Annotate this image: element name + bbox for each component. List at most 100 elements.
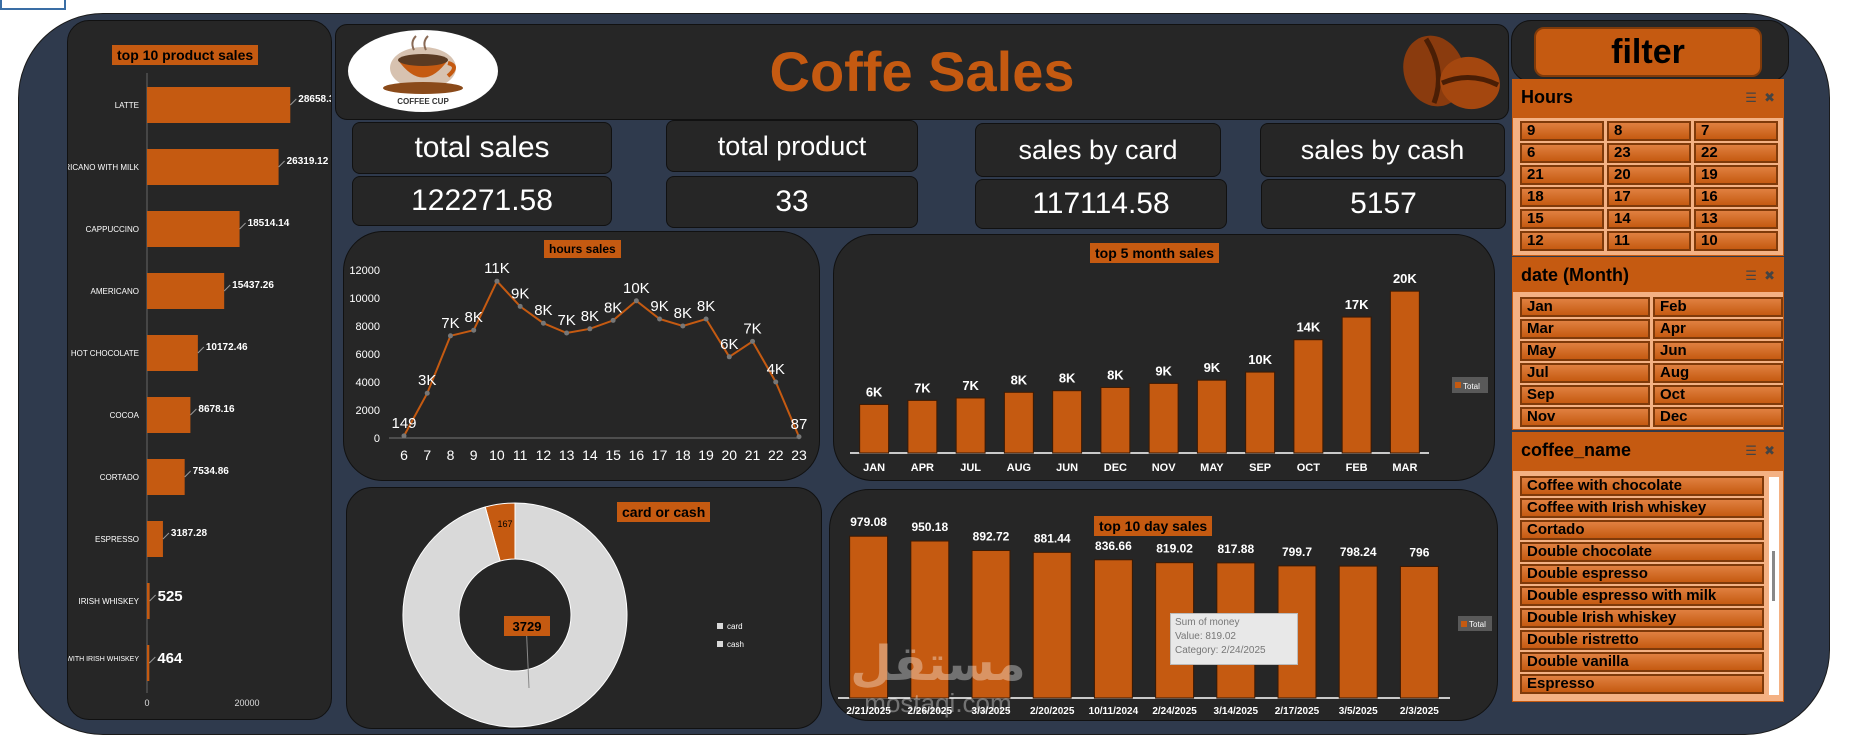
month-sales-chart: 6K JAN 7K APR 7K JUL 8K AUG 8K JUN 8K DEC 9K NOV 9K MAY… — [850, 271, 1488, 474]
day-sales-title: top 10 day sales — [1094, 516, 1213, 536]
coffee-option[interactable]: Double vanilla — [1520, 652, 1764, 672]
data-point — [773, 379, 779, 385]
category-label: LATTE — [115, 101, 139, 110]
hour-option[interactable]: 10 — [1694, 231, 1778, 251]
card-or-cash-chart: 167 3729 card cash — [402, 502, 744, 728]
coffee-option[interactable]: Double Irish whiskey — [1520, 608, 1764, 628]
data-label: 6K — [866, 384, 883, 399]
month-slicer[interactable]: date (Month) ☰ ✖ Jan Feb Mar Apr May Jun Jul Au… — [1512, 257, 1784, 430]
month-option[interactable]: Apr — [1653, 319, 1783, 339]
month-option[interactable]: Feb — [1653, 297, 1783, 317]
hour-option[interactable]: 18 — [1520, 187, 1604, 207]
x-tick-label: 3/14/2025 — [1214, 706, 1259, 717]
multi-select-icon[interactable]: ☰ — [1745, 443, 1757, 458]
bar — [907, 399, 938, 454]
data-point — [540, 320, 546, 326]
hour-option[interactable]: 8 — [1607, 121, 1691, 141]
month-option[interactable]: Oct — [1653, 385, 1783, 405]
coffee-option[interactable]: Coffee with Irish whiskey — [1520, 498, 1764, 518]
hour-option[interactable]: 21 — [1520, 165, 1604, 185]
month-option[interactable]: Jan — [1520, 297, 1650, 317]
top10-products-chart: LATTE 28658.3 AMERICANO WITH MILK 26319.12 C… — [68, 73, 331, 708]
x-tick-label: 2/20/2025 — [1030, 706, 1075, 717]
month-option[interactable]: Dec — [1653, 407, 1783, 427]
x-tick-label: APR — [911, 462, 934, 474]
hour-option[interactable]: 13 — [1694, 209, 1778, 229]
clear-filter-icon[interactable]: ✖ — [1764, 443, 1775, 458]
data-label: 15437.26 — [232, 280, 274, 291]
coffee-option[interactable]: Espresso — [1520, 674, 1764, 694]
month-option[interactable]: Jul — [1520, 363, 1650, 383]
multi-select-icon[interactable]: ☰ — [1745, 268, 1757, 283]
coffee-option[interactable]: Coffee with chocolate — [1520, 476, 1764, 496]
clear-filter-icon[interactable]: ✖ — [1764, 268, 1775, 283]
coffee-option[interactable]: Double espresso — [1520, 564, 1764, 584]
bar — [147, 149, 279, 185]
hours-sales-panel[interactable]: hours sales 0 2000 4000 6000 8000 10000 12000 1… — [343, 231, 820, 481]
data-label: 7K — [914, 380, 931, 395]
hour-option[interactable]: 9 — [1520, 121, 1604, 141]
coffee-option[interactable]: Double chocolate — [1520, 542, 1764, 562]
x-tick-label: 3/3/2025 — [972, 706, 1011, 717]
month-sales-panel[interactable]: top 5 month sales 6K JAN 7K APR 7K JUL 8K AUG 8K… — [833, 234, 1495, 481]
month-option[interactable]: May — [1520, 341, 1650, 361]
data-point — [610, 317, 616, 323]
data-label: 87 — [791, 416, 808, 433]
month-option[interactable]: Jun — [1653, 341, 1783, 361]
leader-line — [149, 594, 156, 602]
hour-option[interactable]: 6 — [1520, 143, 1604, 163]
scrollbar-thumb[interactable] — [1772, 551, 1775, 601]
hour-option[interactable]: 23 — [1607, 143, 1691, 163]
x-tick-label: FEB — [1346, 462, 1368, 474]
hour-option[interactable]: 12 — [1520, 231, 1604, 251]
leader-line — [289, 98, 297, 106]
month-option[interactable]: Nov — [1520, 407, 1650, 427]
data-label: 149 — [391, 415, 416, 432]
coffee-option[interactable]: Double ristretto — [1520, 630, 1764, 650]
hour-option[interactable]: 14 — [1607, 209, 1691, 229]
multi-select-icon[interactable]: ☰ — [1745, 90, 1757, 105]
bar — [147, 645, 150, 681]
coffee-slicer-scrollbar[interactable] — [1769, 477, 1779, 695]
month-option[interactable]: Aug — [1653, 363, 1783, 383]
y-tick-label: 4000 — [356, 377, 380, 389]
data-label: 979.08 — [850, 515, 887, 529]
x-tick-label: 3/5/2025 — [1339, 706, 1378, 717]
month-option[interactable]: Mar — [1520, 319, 1650, 339]
x-tick-label: 20000 — [234, 698, 259, 708]
hour-option[interactable]: 20 — [1607, 165, 1691, 185]
coffee-option[interactable]: Cortado — [1520, 520, 1764, 540]
card-or-cash-panel[interactable]: card or cash 167 3729 card cash — [346, 487, 822, 729]
bar — [1032, 551, 1072, 699]
top10-products-panel[interactable]: top 10 product sales LATTE 28658.3 AMERICA… — [67, 20, 332, 720]
hour-option[interactable]: 7 — [1694, 121, 1778, 141]
data-label: 8K — [604, 299, 622, 316]
category-label: AMERICANO — [91, 287, 139, 296]
day-sales-panel[interactable]: top 10 day sales 979.08 2/21/2025 950.18 2/… — [829, 489, 1498, 721]
hour-option[interactable]: 15 — [1520, 209, 1604, 229]
hour-option[interactable]: 19 — [1694, 165, 1778, 185]
hours-slicer[interactable]: Hours ☰ ✖ 9 8 7 6 23 22 21 20 19 18 17 16 15 14 13 12 11… — [1512, 79, 1784, 256]
x-tick-label: 8 — [447, 447, 455, 463]
data-point — [680, 323, 686, 329]
coffee-slicer[interactable]: coffee_name ☰ ✖ Coffee with chocolate Cof… — [1512, 432, 1784, 702]
card-or-cash-title: card or cash — [617, 502, 711, 522]
row-number-gutter — [0, 0, 10, 747]
hour-option[interactable]: 17 — [1607, 187, 1691, 207]
month-option[interactable]: Sep — [1520, 385, 1650, 405]
leader-line — [190, 408, 197, 416]
selected-cell[interactable] — [0, 0, 66, 10]
hour-option[interactable]: 11 — [1607, 231, 1691, 251]
data-label: 20K — [1393, 271, 1417, 286]
bar — [1389, 290, 1420, 454]
hour-option[interactable]: 16 — [1694, 187, 1778, 207]
x-tick-label: 19 — [698, 447, 714, 463]
clear-filter-icon[interactable]: ✖ — [1764, 90, 1775, 105]
hour-option[interactable]: 22 — [1694, 143, 1778, 163]
coffee-option[interactable]: Double espresso with milk — [1520, 586, 1764, 606]
data-point — [750, 338, 756, 344]
data-label: 9K — [650, 298, 668, 315]
data-label: 4K — [767, 361, 785, 378]
leader-line — [239, 222, 246, 230]
bar — [147, 583, 150, 619]
